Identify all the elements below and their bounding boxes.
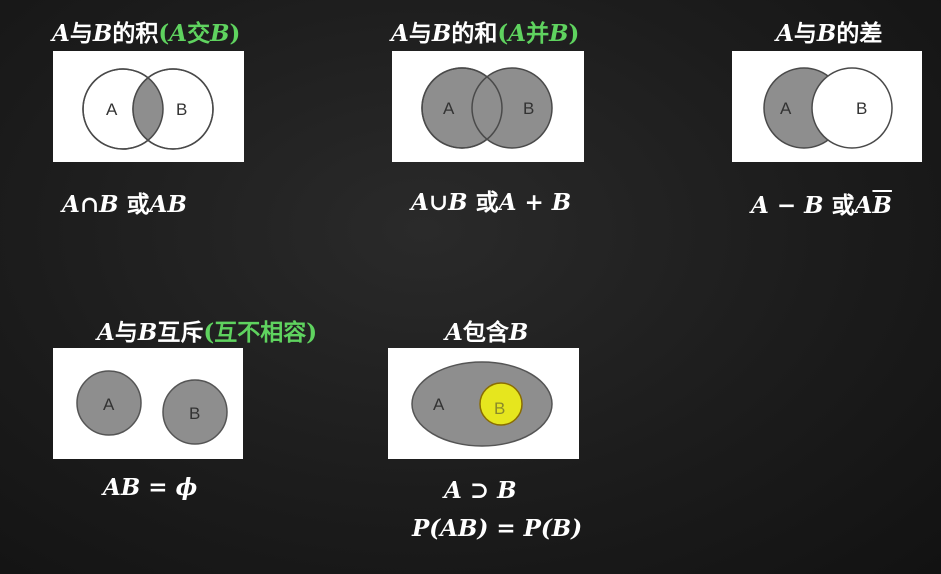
contains-venn-panel: A B [388,348,579,459]
exclusive-formula: AB = ϕ [103,474,198,501]
contains-title: A包含B [445,319,529,346]
b-complement: B [872,192,892,219]
circle-b-label: B [856,99,867,118]
sum-title: A与B的和(A并B) [391,20,580,47]
union-formula: A∪B 或A + B [411,189,572,216]
intersection-venn-panel: A B [53,51,244,162]
difference-venn-panel: A B [732,51,922,162]
product-title: A与B的积(A交B) [52,20,241,47]
contains-formula: A ⊃ B [444,477,517,504]
difference-title: A与B的差 [776,20,883,47]
intersection-formula: A∩B 或AB [62,191,187,218]
exclusive-venn-panel: A B [53,348,243,459]
venn-circle-b [811,67,893,149]
intersection-shaded-region [133,69,163,149]
inner-label: B [494,399,505,418]
circle-b-label: B [176,100,187,119]
circle-b-label: B [523,99,534,118]
exclusive-title: A与B互斥(互不相容) [97,319,318,346]
probability-formula: P(AB) = P(B) [412,515,583,542]
contains-venn-diagram: A B [411,361,553,447]
union-venn-panel: A B [392,51,584,162]
venn-circle-a-shaded [76,370,142,436]
circle-a-label: A [443,99,455,118]
outer-label: A [433,395,445,414]
circle-a-label: A [106,100,118,119]
circle-a-label: A [780,99,792,118]
circle-b-label: B [189,404,200,423]
difference-venn-diagram: A B [763,67,893,149]
venn-circle-b-shaded [162,379,228,445]
inner-set-b [479,382,523,426]
exclusive-venn-diagram: A B [76,370,228,445]
difference-formula: A − B 或AB [751,192,892,219]
intersection-venn-diagram: A B [82,68,214,150]
venn-circle-b-shaded [471,67,553,149]
circle-a-label: A [103,395,115,414]
union-venn-diagram: A B [421,67,553,149]
